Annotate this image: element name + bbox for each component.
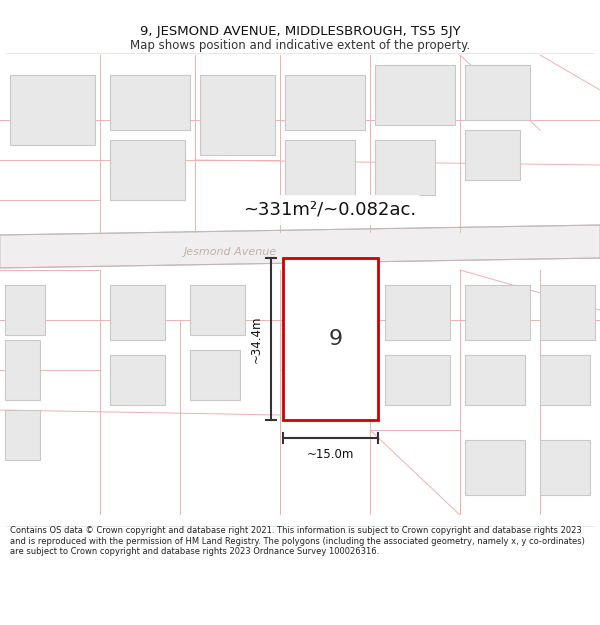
- Text: ~15.0m: ~15.0m: [307, 448, 354, 461]
- Bar: [465, 285, 530, 340]
- Bar: [190, 285, 245, 335]
- Bar: [375, 140, 435, 195]
- Text: 9, JESMOND AVENUE, MIDDLESBROUGH, TS5 5JY: 9, JESMOND AVENUE, MIDDLESBROUGH, TS5 5J…: [140, 25, 460, 38]
- Polygon shape: [0, 225, 600, 268]
- Bar: [540, 440, 590, 495]
- Bar: [110, 285, 165, 340]
- Text: 9: 9: [328, 329, 343, 349]
- Bar: [190, 350, 240, 400]
- Text: ~331m²/~0.082ac.: ~331m²/~0.082ac.: [244, 201, 416, 219]
- Text: Contains OS data © Crown copyright and database right 2021. This information is : Contains OS data © Crown copyright and d…: [10, 526, 585, 556]
- Bar: [385, 355, 450, 405]
- Bar: [465, 355, 525, 405]
- Bar: [540, 285, 595, 340]
- Bar: [5, 285, 45, 335]
- Text: ~34.4m: ~34.4m: [250, 315, 263, 362]
- Bar: [465, 130, 520, 180]
- Bar: [110, 75, 190, 130]
- Text: Map shows position and indicative extent of the property.: Map shows position and indicative extent…: [130, 39, 470, 52]
- Text: Jesmond Avenue: Jesmond Avenue: [184, 247, 277, 257]
- Bar: [5, 410, 40, 460]
- Bar: [385, 285, 450, 340]
- Bar: [283, 258, 378, 420]
- Bar: [10, 75, 95, 145]
- Bar: [465, 440, 525, 495]
- Bar: [200, 75, 275, 155]
- Bar: [465, 65, 530, 120]
- Bar: [110, 355, 165, 405]
- Bar: [375, 65, 455, 125]
- Bar: [540, 355, 590, 405]
- Bar: [110, 140, 185, 200]
- Bar: [5, 340, 40, 400]
- Bar: [285, 140, 355, 195]
- Bar: [285, 75, 365, 130]
